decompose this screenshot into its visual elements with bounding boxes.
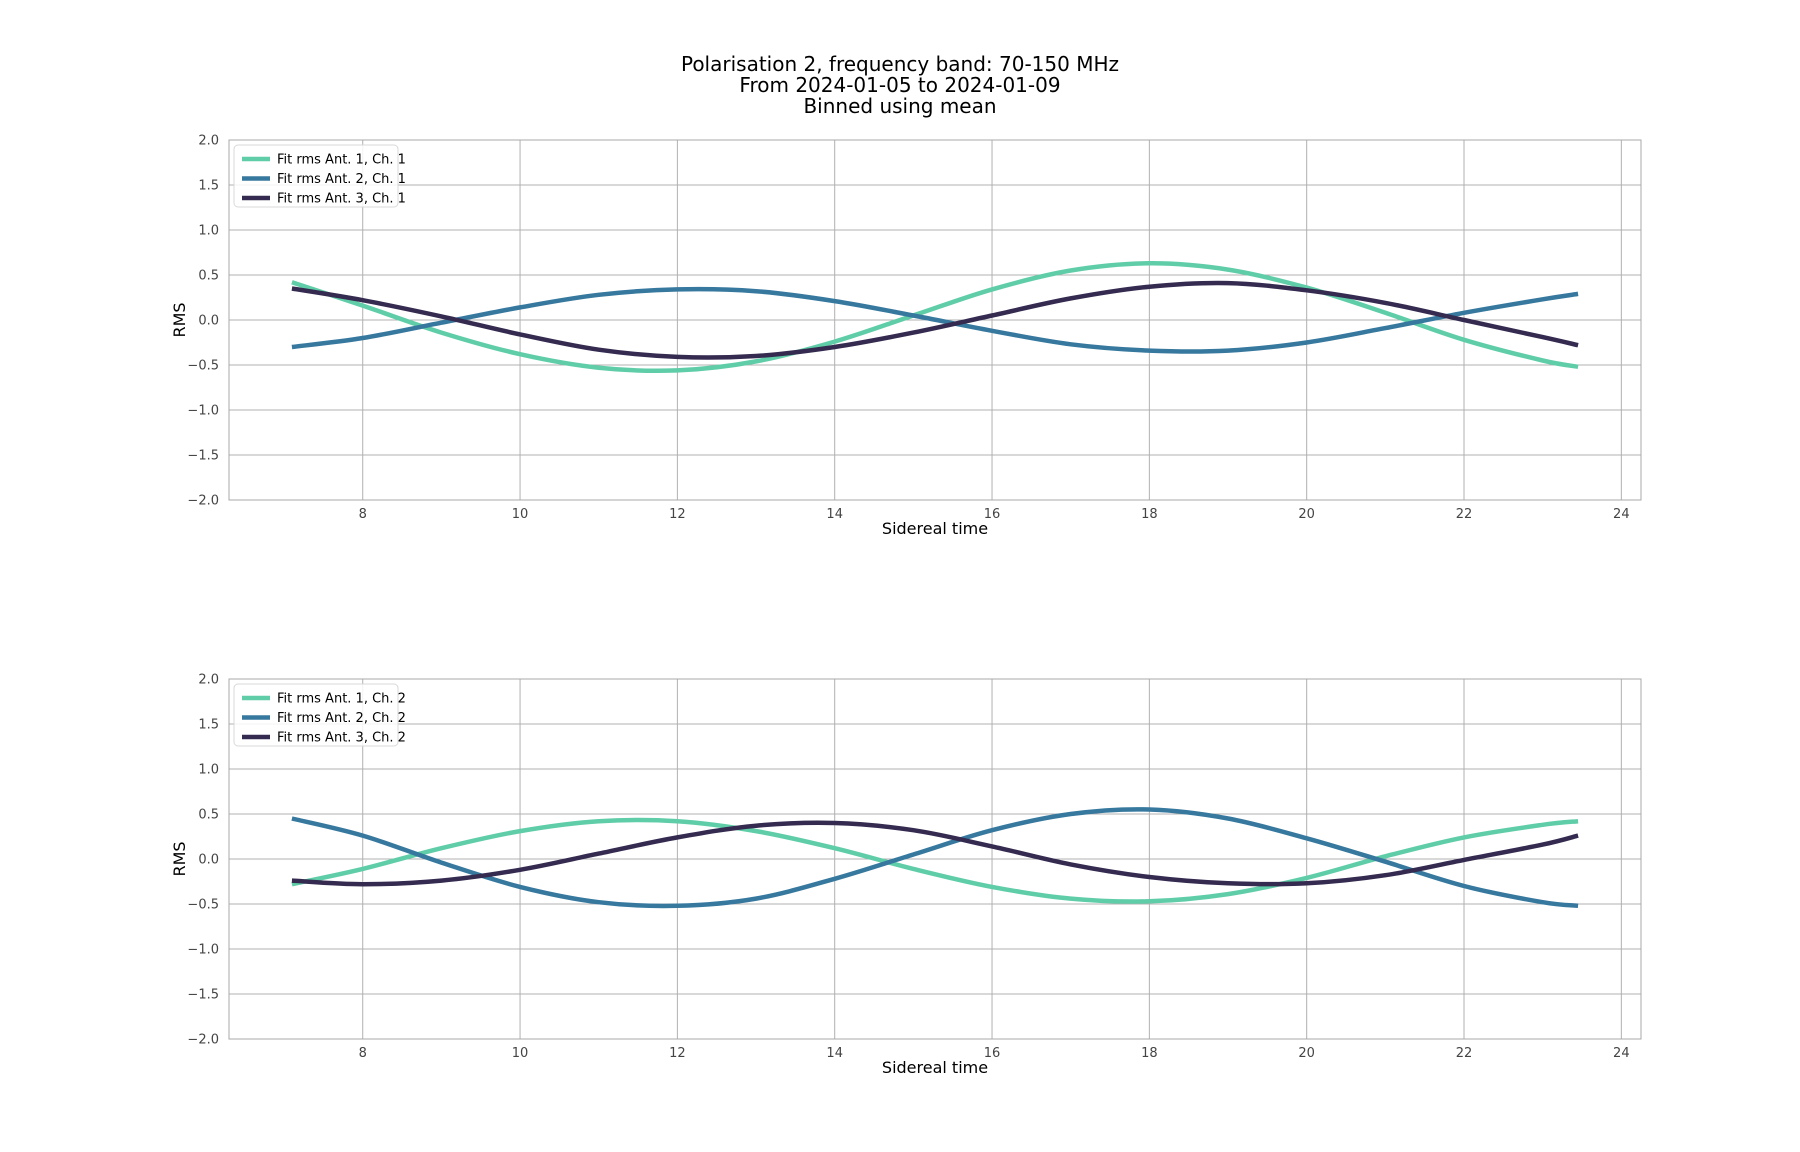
chart-2-y-tick-label: −0.5	[187, 898, 219, 913]
chart-1-x-tick-label: 18	[1141, 507, 1158, 522]
chart-2-y-tick-label: 0.0	[198, 853, 219, 868]
figure-title-line-1: Polarisation 2, frequency band: 70-150 M…	[680, 52, 1120, 76]
chart-2-series-line-1	[291, 817, 1579, 904]
chart-1-x-tick-label: 8	[359, 507, 367, 522]
chart-2-x-tick-label: 24	[1613, 1046, 1630, 1061]
chart-1-x-tick-label: 14	[826, 507, 843, 522]
chart-1-x-tick-label: 12	[669, 507, 686, 522]
chart-1-y-tick-label: −1.5	[187, 449, 219, 464]
chart-2-legend-label: Fit rms Ant. 2, Ch. 2	[277, 711, 406, 726]
chart-2: 8 10 12 14 16 18 20 22 24 −2.0 −1.5 −1.0 −0.5 0.0 0.5 1…	[170, 673, 1642, 1077]
chart-1-legend-label: Fit rms Ant. 1, Ch. 1	[277, 153, 406, 168]
chart-2-y-tick-label: 1.5	[198, 718, 219, 733]
chart-1-y-tick-label: −1.0	[187, 404, 219, 419]
chart-1-frame	[228, 139, 1642, 501]
chart-2-y-tick-label: −1.5	[187, 988, 219, 1003]
chart-1-x-tick-label: 16	[984, 507, 1001, 522]
chart-1-legend-box	[233, 144, 399, 208]
chart-1-series-line-2	[291, 286, 1579, 354]
chart-1-y-tick-label: 0.5	[198, 269, 219, 284]
chart-2-x-tick-label: 12	[669, 1046, 686, 1061]
chart-2-x-tick-label: 16	[984, 1046, 1001, 1061]
chart-1-legend: Fit rms Ant. 1, Ch. 1 Fit rms Ant. 2, Ch.…	[233, 144, 406, 208]
chart-1-x-tick-label: 20	[1298, 507, 1315, 522]
chart-1-legend-label: Fit rms Ant. 3, Ch. 1	[277, 192, 406, 207]
chart-2-legend: Fit rms Ant. 1, Ch. 2 Fit rms Ant. 2, Ch.…	[233, 683, 406, 747]
chart-2-y-tick-label: 0.5	[198, 808, 219, 823]
chart-2-y-tick-label: 2.0	[198, 673, 219, 688]
chart-1-legend-label: Fit rms Ant. 2, Ch. 1	[277, 172, 406, 187]
chart-1-x-tick-label: 10	[512, 507, 529, 522]
chart-2-legend-label: Fit rms Ant. 1, Ch. 2	[277, 692, 406, 707]
chart-2-y-axis-label: RMS	[170, 841, 189, 876]
chart-1-y-tick-label: 1.5	[198, 179, 219, 194]
chart-2-frame	[228, 678, 1642, 1040]
chart-1-x-axis-label: Sidereal time	[882, 519, 988, 538]
chart-1-series-line-1	[291, 261, 1579, 374]
figure-title-line-2: From 2024-01-05 to 2024-01-09	[739, 73, 1061, 97]
chart-1-y-tick-label: 0.0	[198, 314, 219, 329]
chart-2-x-axis-label: Sidereal time	[882, 1058, 988, 1077]
chart-2-y-tick-label: −1.0	[187, 943, 219, 958]
chart-2-x-tick-label: 22	[1456, 1046, 1473, 1061]
chart-1-y-axis-label: RMS	[170, 302, 189, 337]
chart-1: 8 10 12 14 16 18 20 22 24 −2.0 −1.5 −1.0 −0.5 0.0 0.5 1…	[170, 134, 1642, 538]
chart-1-x-tick-label: 24	[1613, 507, 1630, 522]
chart-2-x-tick-label: 14	[826, 1046, 843, 1061]
chart-1-y-tick-label: 1.0	[198, 224, 219, 239]
chart-1-y-tick-label: −0.5	[187, 359, 219, 374]
chart-2-x-tick-label: 10	[512, 1046, 529, 1061]
figure-title-line-3: Binned using mean	[803, 94, 997, 118]
chart-2-y-tick-label: 1.0	[198, 763, 219, 778]
chart-2-x-tick-label: 18	[1141, 1046, 1158, 1061]
chart-2-series-line-2	[291, 807, 1579, 909]
chart-2-legend-box	[233, 683, 399, 747]
chart-1-series-line-3	[291, 280, 1579, 360]
chart-1-x-tick-label: 22	[1456, 507, 1473, 522]
chart-2-x-tick-label: 20	[1298, 1046, 1315, 1061]
chart-2-series-line-3	[291, 820, 1579, 887]
chart-1-y-tick-label: −2.0	[187, 494, 219, 509]
chart-2-x-tick-label: 8	[359, 1046, 367, 1061]
chart-1-y-tick-label: 2.0	[198, 134, 219, 149]
chart-2-legend-label: Fit rms Ant. 3, Ch. 2	[277, 731, 406, 746]
figure-title: Polarisation 2, frequency band: 70-150 M…	[0, 54, 1800, 117]
chart-2-y-tick-label: −2.0	[187, 1033, 219, 1048]
